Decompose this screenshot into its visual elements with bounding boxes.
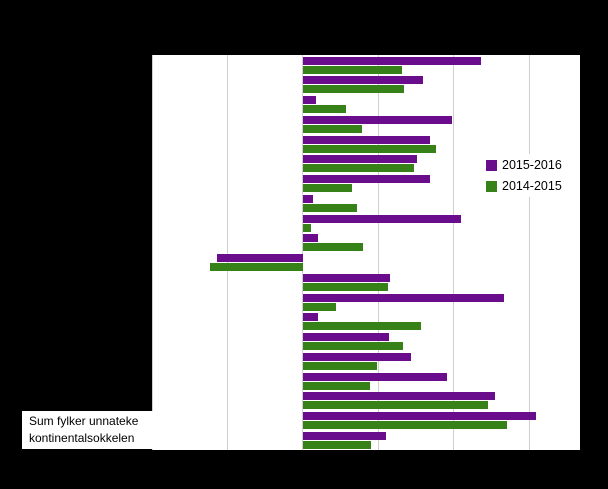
legend-swatch-2015-2016 [486,159,497,171]
bar-2014-2015-cat1 [302,65,402,74]
bar-2015-2016-cat18 [302,392,495,401]
category-label-sum-fylker: Sum fylker unnateke kontinentalsokkelen [22,411,162,449]
bar-2014-2015-cat15 [302,342,403,350]
bar-2014-2015-cat7 [302,184,353,192]
category-label-line1: Sum fylker unnateke [29,414,139,428]
bar-2015-2016-cat9 [302,214,461,223]
gridline [528,55,530,450]
bar-2015-2016-cat8 [302,194,313,203]
bar-2014-2015-cat4 [302,124,362,133]
bar-2015-2016-cat19 [302,412,537,420]
bar-2014-2015-cat6 [302,164,414,173]
legend: 2015-2016 2014-2015 [480,154,568,197]
bar-2015-2016-cat1 [302,56,482,65]
bar-2015-2016-cat2 [302,76,423,85]
plot-area: 2015-2016 2014-2015 [151,55,580,450]
bar-2014-2015-cat18 [302,401,488,410]
bar-2014-2015-cat19 [302,421,507,429]
gridline [377,55,379,450]
bar-2015-2016-cat6 [302,155,417,164]
legend-label-2015-2016: 2015-2016 [502,158,562,172]
gridline [151,55,153,450]
bar-2015-2016-cat15 [302,333,390,341]
bar-2015-2016-cat3 [302,96,316,104]
bar-2014-2015-cat13 [302,302,337,311]
bar-2014-2015-cat20 [302,440,371,449]
bar-2015-2016-cat4 [302,115,452,124]
bar-2015-2016-cat11 [216,254,303,262]
bar-2014-2015-cat9 [302,223,312,232]
bar-2014-2015-cat10 [302,243,363,252]
gridline [302,55,304,450]
bar-2014-2015-cat5 [302,144,436,153]
gridline [453,55,455,450]
bar-2014-2015-cat11 [210,263,303,271]
bar-2015-2016-cat20 [302,431,386,440]
bar-2014-2015-cat3 [302,105,346,113]
bar-2015-2016-cat14 [302,313,319,322]
legend-item-2015-2016: 2015-2016 [486,158,562,172]
bar-2014-2015-cat2 [302,85,405,94]
legend-swatch-2014-2015 [486,180,497,192]
legend-item-2014-2015: 2014-2015 [486,179,562,193]
bar-2015-2016-cat17 [302,372,448,381]
legend-label-2014-2015: 2014-2015 [502,179,562,193]
bar-2015-2016-cat5 [302,135,430,144]
bar-2014-2015-cat16 [302,361,377,370]
bar-2014-2015-cat17 [302,381,371,390]
category-label-line2: kontinentalsokkelen [29,431,135,445]
bar-2015-2016-cat12 [302,273,390,282]
bar-2015-2016-cat10 [302,234,319,243]
bar-2014-2015-cat12 [302,282,389,291]
bar-2015-2016-cat16 [302,352,411,361]
bar-2015-2016-cat7 [302,175,430,183]
bar-2014-2015-cat14 [302,322,421,331]
bar-2014-2015-cat8 [302,203,358,212]
bar-2015-2016-cat13 [302,293,504,302]
gridline [226,55,228,450]
